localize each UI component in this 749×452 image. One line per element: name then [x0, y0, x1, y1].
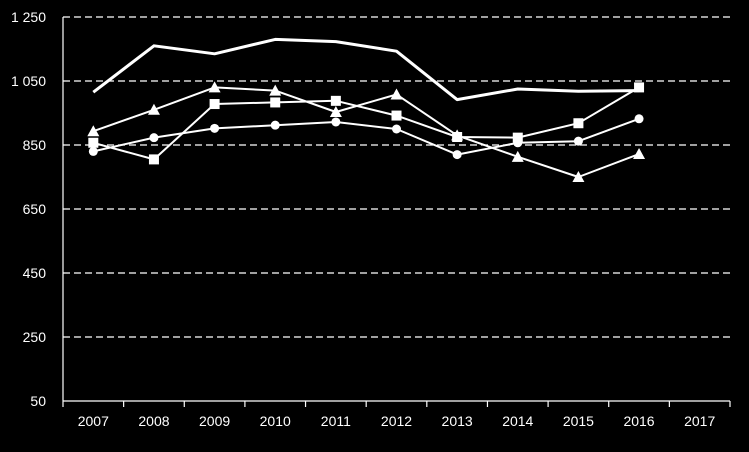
- grid-lines: [63, 16, 730, 338]
- data-point-1-4: [329, 106, 342, 118]
- data-point-2-9: [634, 82, 645, 93]
- data-point-3-7: [513, 138, 523, 148]
- x-tick-label: 2011: [321, 413, 351, 429]
- data-point-1-1: [147, 103, 160, 115]
- x-tick-label: 2007: [78, 413, 109, 429]
- series-2: [88, 82, 645, 165]
- data-point-3-3: [270, 120, 280, 130]
- data-point-2-7: [512, 132, 523, 143]
- x-tick-label: 2016: [623, 413, 654, 429]
- y-tick-label: 1 250: [11, 9, 46, 25]
- data-point-3-4: [331, 117, 341, 127]
- data-point-2-8: [573, 118, 584, 129]
- series-line-3: [93, 117, 640, 156]
- data-point-3-1: [149, 133, 159, 143]
- data-point-1-5: [390, 88, 403, 100]
- data-point-2-2: [209, 99, 220, 110]
- data-point-2-6: [452, 132, 463, 142]
- data-point-1-8: [572, 171, 585, 182]
- y-tick-label: 850: [23, 137, 47, 153]
- data-point-2-1: [148, 154, 159, 165]
- y-tick-label: 250: [23, 329, 47, 345]
- series-group: [87, 37, 646, 182]
- data-point-3-2: [210, 123, 220, 133]
- y-tick-label: 1 050: [11, 73, 46, 89]
- axes: [62, 17, 731, 407]
- series-line-1: [92, 86, 640, 178]
- series-line-0: [92, 37, 640, 102]
- data-point-3-8: [573, 136, 583, 146]
- x-tick-label: 2013: [442, 413, 473, 429]
- x-tick-label: 2012: [381, 413, 412, 429]
- x-tick-label: 2014: [502, 413, 533, 429]
- data-point-3-5: [392, 124, 401, 134]
- series-3: [88, 114, 644, 160]
- y-axis-labels: 50 250 450 650 850 1 050 1 250: [11, 9, 46, 409]
- data-point-2-5: [391, 110, 402, 121]
- data-point-1-0: [87, 125, 100, 137]
- data-point-1-7: [511, 150, 524, 162]
- y-tick-label: 50: [30, 393, 46, 409]
- data-point-2-3: [270, 97, 281, 108]
- x-axis-labels: 2007 2008 2009 2010 2011 2012 2013 2014 2015 2016…: [78, 413, 716, 429]
- series-line-2: [93, 86, 640, 161]
- x-tick-label: 2009: [199, 413, 230, 429]
- data-point-2-4: [330, 95, 341, 106]
- x-tick-label: 2008: [138, 413, 169, 429]
- x-tick-label: 2015: [563, 413, 594, 429]
- data-point-3-6: [452, 150, 462, 160]
- data-point-3-9: [634, 114, 644, 124]
- series-0: [92, 37, 640, 102]
- data-point-1-3: [269, 84, 282, 96]
- data-point-1-9: [633, 147, 646, 159]
- series-1: [87, 81, 646, 182]
- data-point-1-2: [208, 81, 221, 93]
- x-tick-label: 2017: [684, 413, 715, 429]
- y-tick-label: 450: [23, 265, 47, 281]
- x-tick-label: 2010: [260, 413, 291, 429]
- data-point-3-0: [88, 146, 98, 156]
- y-tick-label: 650: [23, 201, 47, 217]
- data-point-2-0: [88, 137, 99, 148]
